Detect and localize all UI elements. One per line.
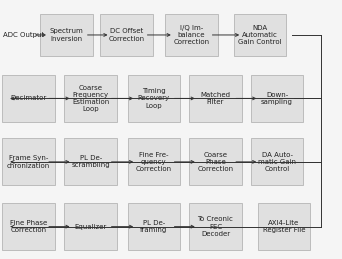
- FancyBboxPatch shape: [251, 138, 303, 185]
- Text: Spectrum
Inversion: Spectrum Inversion: [50, 28, 83, 42]
- FancyBboxPatch shape: [40, 14, 93, 56]
- Text: Down-
sampling: Down- sampling: [261, 92, 293, 105]
- Text: I/Q Im-
balance
Correction: I/Q Im- balance Correction: [173, 25, 210, 45]
- Text: Coarse
Frequency
Estimation
Loop: Coarse Frequency Estimation Loop: [72, 84, 109, 112]
- Text: DA Auto-
matic Gain
Control: DA Auto- matic Gain Control: [258, 152, 296, 172]
- Text: PL De-
framing: PL De- framing: [140, 220, 168, 233]
- FancyBboxPatch shape: [64, 203, 117, 250]
- Text: NDA
Automatic
Gain Control: NDA Automatic Gain Control: [238, 25, 282, 45]
- Text: Equalizer: Equalizer: [75, 224, 107, 230]
- Text: Matched
Filter: Matched Filter: [200, 92, 231, 105]
- Text: PL De-
scrambling: PL De- scrambling: [71, 155, 110, 169]
- Text: Coarse
Phase
Correction: Coarse Phase Correction: [197, 152, 234, 172]
- Text: Frame Syn-
chronization: Frame Syn- chronization: [7, 155, 50, 169]
- FancyBboxPatch shape: [251, 75, 303, 122]
- Text: Timing
Recovery
Loop: Timing Recovery Loop: [138, 88, 170, 109]
- FancyBboxPatch shape: [2, 75, 55, 122]
- Text: To Creonic
FEC
Decoder: To Creonic FEC Decoder: [198, 216, 233, 237]
- FancyBboxPatch shape: [189, 75, 242, 122]
- FancyBboxPatch shape: [258, 203, 310, 250]
- FancyBboxPatch shape: [189, 138, 242, 185]
- FancyBboxPatch shape: [2, 203, 55, 250]
- FancyBboxPatch shape: [100, 14, 153, 56]
- FancyBboxPatch shape: [189, 203, 242, 250]
- FancyBboxPatch shape: [64, 138, 117, 185]
- FancyBboxPatch shape: [128, 203, 180, 250]
- Text: ADC Output: ADC Output: [3, 32, 45, 38]
- FancyBboxPatch shape: [64, 75, 117, 122]
- FancyBboxPatch shape: [128, 75, 180, 122]
- FancyBboxPatch shape: [234, 14, 286, 56]
- FancyBboxPatch shape: [165, 14, 218, 56]
- FancyBboxPatch shape: [2, 138, 55, 185]
- Text: Decimator: Decimator: [10, 95, 47, 102]
- Text: DC Offset
Correction: DC Offset Correction: [108, 28, 145, 42]
- Text: AXI4-Lite
Register File: AXI4-Lite Register File: [263, 220, 305, 233]
- Text: Fine Phase
Correction: Fine Phase Correction: [10, 220, 47, 233]
- Text: Fine Fre-
quency
Correction: Fine Fre- quency Correction: [136, 152, 172, 172]
- FancyBboxPatch shape: [128, 138, 180, 185]
